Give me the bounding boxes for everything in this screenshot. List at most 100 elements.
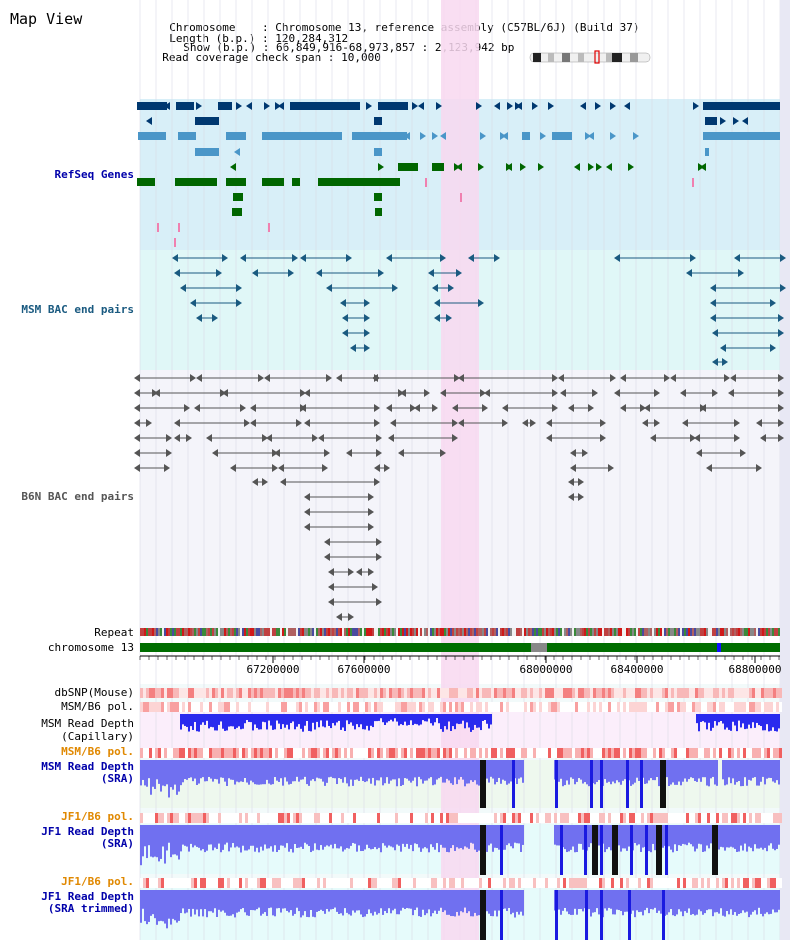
polymorphism-cell [227,748,230,758]
selection-highlight[interactable] [441,0,479,940]
polymorphism-cell [329,702,332,712]
polymorphism-cell [449,878,452,888]
depth-bar [650,760,652,779]
chromosome-bar[interactable] [140,643,780,652]
polymorphism-cell [497,688,500,698]
b6n-bac-track[interactable] [134,374,784,621]
depth-bar [582,890,584,912]
polymorphism-cell [398,688,401,698]
repeat-segment [400,628,402,636]
track-label-msm-bac[interactable]: MSM BAC end pairs [21,303,134,316]
chromosome-ideogram[interactable] [529,50,651,64]
polymorphism-cell [386,702,389,712]
track-label-jf1-b6-pol-1[interactable]: JF1/B6 pol. [61,810,134,823]
polymorphism-cell [635,688,638,698]
depth-bar [470,760,472,781]
polymorphism-cell [176,878,179,888]
track-label-msm-b6-pol-1[interactable]: MSM/B6 pol. [61,700,134,713]
depth-bar [362,825,364,851]
depth-bar [682,760,684,782]
polymorphism-cell [272,878,275,888]
depth-bar [214,825,216,848]
track-label-jf1-depth-sra[interactable]: JF1 Read Depth (SRA) [41,826,134,850]
track-label-jf1-depth-trim[interactable]: JF1 Read Depth (SRA trimmed) [41,891,134,915]
depth-bar [286,714,288,725]
gene-exon-arrow [560,389,566,397]
depth-bar [416,825,418,845]
depth-bar [284,714,286,728]
repeat-segment [164,628,166,636]
depth-bar [478,760,480,786]
depth-bar [208,890,210,912]
polymorphism-cell [146,702,149,712]
polymorphism-cell [476,878,479,888]
polymorphism-cell [329,688,332,698]
polymorphism-cell [614,813,617,823]
repeat-segment [392,628,394,636]
track-label-repeat[interactable]: Repeat [94,626,134,639]
polymorphism-cell [422,878,425,888]
depth-bar [598,825,600,846]
depth-bar [148,760,150,779]
polymorphism-cell [356,688,359,698]
polymorphism-cell [335,702,338,712]
depth-bar [440,890,442,908]
gene-exon-arrow [350,344,356,352]
repeat-segment [280,628,282,636]
repeat-segment [770,628,772,636]
track-label-b6n-bac[interactable]: B6N BAC end pairs [21,490,134,503]
gene-block [232,208,242,216]
depth-bar [184,890,186,914]
depth-bar [182,825,184,845]
repeat-bar[interactable] [140,628,780,636]
polymorphism-cell [461,688,464,698]
polymorphism-cell [242,878,245,888]
polymorphism-cell [263,813,266,823]
gene-exon-arrow [326,284,332,292]
depth-bar [636,890,638,911]
separator: : [321,51,342,64]
depth-bar [246,714,248,721]
depth-bar [566,890,568,912]
depth-bar [522,760,524,783]
axis-tick-label: 67600000 [337,663,391,676]
msm-bac-track[interactable] [172,254,786,366]
depth-bar [516,760,518,785]
refseq-genes-track[interactable] [137,102,780,247]
gene-exon-arrow [322,464,328,472]
lower-tracks[interactable] [140,688,782,940]
depth-bar [638,890,640,913]
polymorphism-cell [218,878,221,888]
gene-exon-arrow [712,358,718,366]
track-label-jf1-b6-pol-2[interactable]: JF1/B6 pol. [61,875,134,888]
track-label-dbsnp[interactable]: dbSNP(Mouse) [54,686,134,699]
repeat-segment [604,628,606,636]
gene-block [175,178,217,186]
depth-bar [374,760,376,786]
track-label-msm-b6-pol-2[interactable]: MSM/B6 pol. [61,745,134,758]
polymorphism-cell [683,688,686,698]
polymorphism-cell [755,748,758,758]
polymorphism-cell [209,748,212,758]
gene-exon-arrow [340,299,346,307]
polymorphism-cell [719,878,722,888]
depth-bar [634,890,636,918]
depth-bar [174,890,176,921]
polymorphism-cell [236,702,239,712]
polymorphism-cell [395,813,398,823]
polymorphism-cell [572,688,575,698]
repeat-segment [600,628,602,636]
depth-bar [704,760,706,778]
polymorphism-cell [347,813,350,823]
track-label-refseq[interactable]: RefSeq Genes [54,168,134,181]
track-label-msm-depth-cap[interactable]: MSM Read Depth (Capillary) [41,717,134,743]
depth-bar [342,760,344,783]
polymorphism-cell [665,748,668,758]
repeat-segment [490,628,492,636]
depth-bar [352,825,354,843]
polymorphism-cell [563,688,566,698]
track-label-msm-depth-sra[interactable]: MSM Read Depth (SRA) [41,761,134,785]
polymorphism-cell [626,813,629,823]
repeat-segment [348,628,350,636]
